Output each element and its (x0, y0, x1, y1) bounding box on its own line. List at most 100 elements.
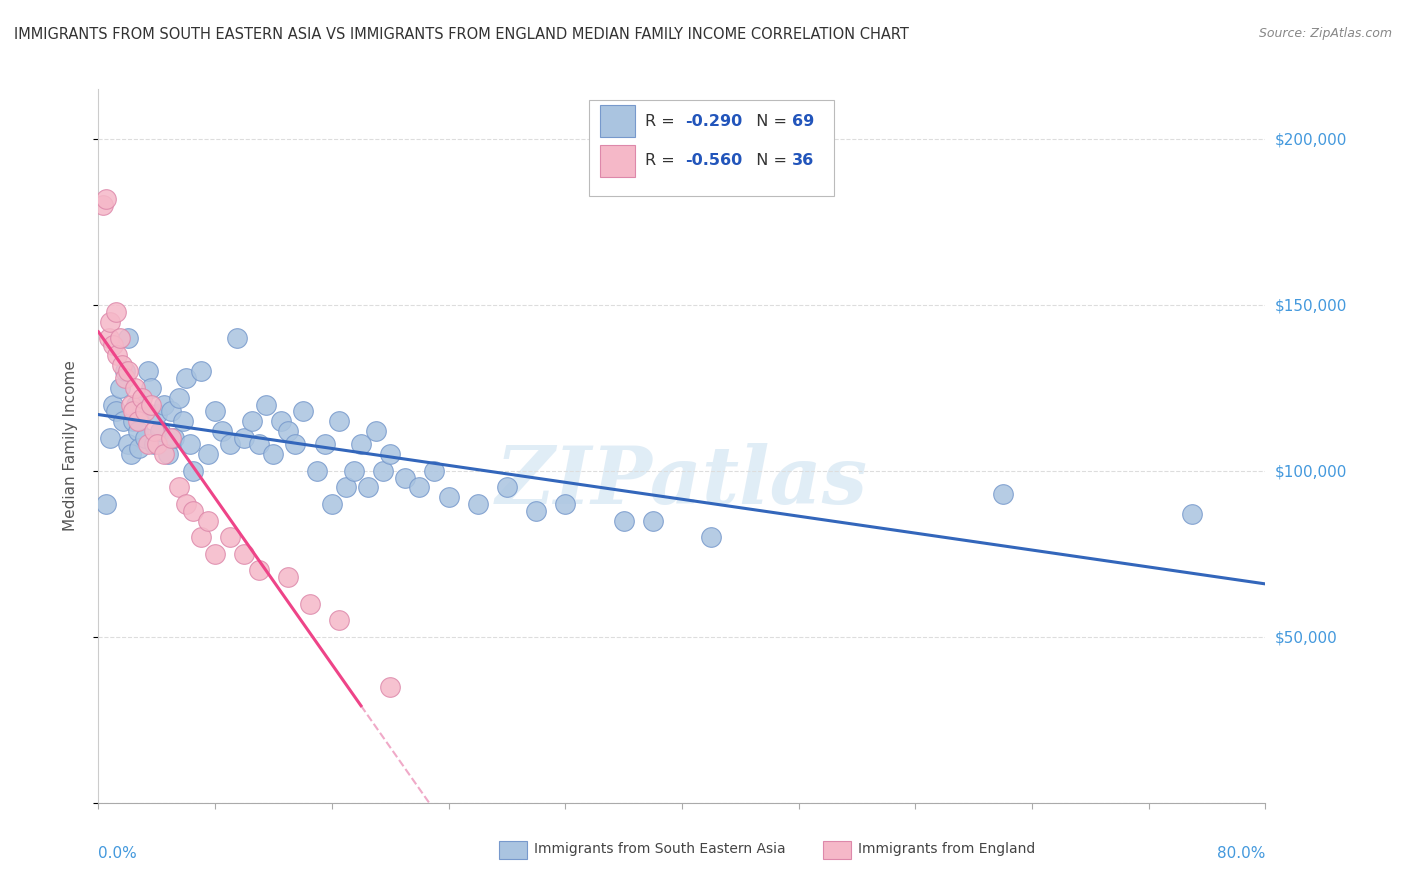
Point (174, 497, 197, 511)
Text: -0.290: -0.290 (685, 114, 742, 128)
Point (350, 437, 373, 451)
Point (357, 481, 380, 495)
Point (120, 447, 142, 461)
Point (343, 464, 366, 478)
Point (380, 447, 402, 461)
Point (700, 530, 723, 544)
Text: Immigrants from England: Immigrants from England (858, 842, 1035, 856)
Point (94, 192, 117, 206)
Point (197, 447, 219, 461)
Point (139, 397, 162, 411)
Point (127, 414, 149, 428)
Point (218, 437, 240, 451)
Point (247, 437, 270, 451)
Point (122, 404, 145, 418)
Point (204, 404, 226, 418)
Point (124, 381, 146, 395)
Point (105, 348, 128, 362)
Text: Immigrants from South Eastern Asia: Immigrants from South Eastern Asia (534, 842, 786, 856)
Point (128, 441, 150, 455)
Point (174, 371, 197, 385)
Point (139, 381, 162, 395)
Point (380, 680, 402, 694)
Point (157, 447, 180, 461)
Point (190, 364, 212, 378)
Point (364, 424, 387, 438)
Point (125, 397, 148, 411)
Point (117, 437, 139, 451)
Point (291, 404, 314, 418)
Point (172, 414, 194, 428)
Point (167, 481, 190, 495)
Point (104, 304, 127, 318)
Point (181, 464, 204, 478)
Text: Source: ZipAtlas.com: Source: ZipAtlas.com (1258, 27, 1392, 40)
Point (328, 414, 350, 428)
Point (408, 481, 430, 495)
Point (149, 424, 172, 438)
Point (270, 414, 292, 428)
Point (197, 514, 219, 528)
Point (153, 447, 176, 461)
Point (160, 431, 183, 445)
Point (262, 447, 284, 461)
Point (307, 464, 329, 478)
Point (247, 564, 270, 578)
Point (122, 414, 145, 428)
Point (284, 437, 307, 451)
Point (131, 404, 153, 418)
Point (134, 431, 156, 445)
Point (321, 497, 343, 511)
Text: 36: 36 (792, 153, 814, 168)
Point (437, 491, 460, 505)
Point (226, 331, 249, 345)
Point (142, 424, 165, 438)
FancyBboxPatch shape (600, 105, 636, 137)
Point (98, 431, 121, 445)
Point (98, 314, 121, 328)
Point (240, 414, 263, 428)
Point (328, 613, 350, 627)
Point (423, 464, 446, 478)
Point (277, 570, 299, 584)
Point (111, 358, 134, 372)
Y-axis label: Median Family Income: Median Family Income (63, 360, 77, 532)
Text: R =: R = (644, 114, 679, 128)
Text: R =: R = (644, 153, 679, 168)
Point (120, 397, 142, 411)
Text: 0.0%: 0.0% (98, 846, 138, 861)
Point (394, 470, 416, 484)
Point (991, 487, 1014, 501)
Point (104, 404, 127, 418)
Point (134, 404, 156, 418)
Point (612, 514, 634, 528)
Point (160, 404, 183, 418)
Point (641, 514, 664, 528)
Point (1181, 507, 1204, 521)
Point (117, 364, 139, 378)
Text: N =: N = (747, 153, 792, 168)
Point (146, 408, 169, 422)
Text: N =: N = (747, 114, 792, 128)
Point (496, 481, 519, 495)
Point (467, 497, 489, 511)
Text: 80.0%: 80.0% (1218, 846, 1265, 861)
Point (218, 530, 240, 544)
Point (163, 431, 186, 445)
Point (179, 437, 201, 451)
Point (211, 424, 233, 438)
Point (277, 424, 299, 438)
Point (110, 331, 132, 345)
Text: ZIPatlas: ZIPatlas (496, 443, 868, 520)
Point (190, 530, 212, 544)
Point (97, 331, 120, 345)
Point (114, 371, 136, 385)
Point (146, 437, 169, 451)
Point (233, 431, 256, 445)
Point (117, 331, 139, 345)
Point (167, 391, 190, 405)
Point (254, 397, 277, 411)
Point (110, 381, 132, 395)
Point (233, 547, 256, 561)
Text: 69: 69 (792, 114, 814, 128)
